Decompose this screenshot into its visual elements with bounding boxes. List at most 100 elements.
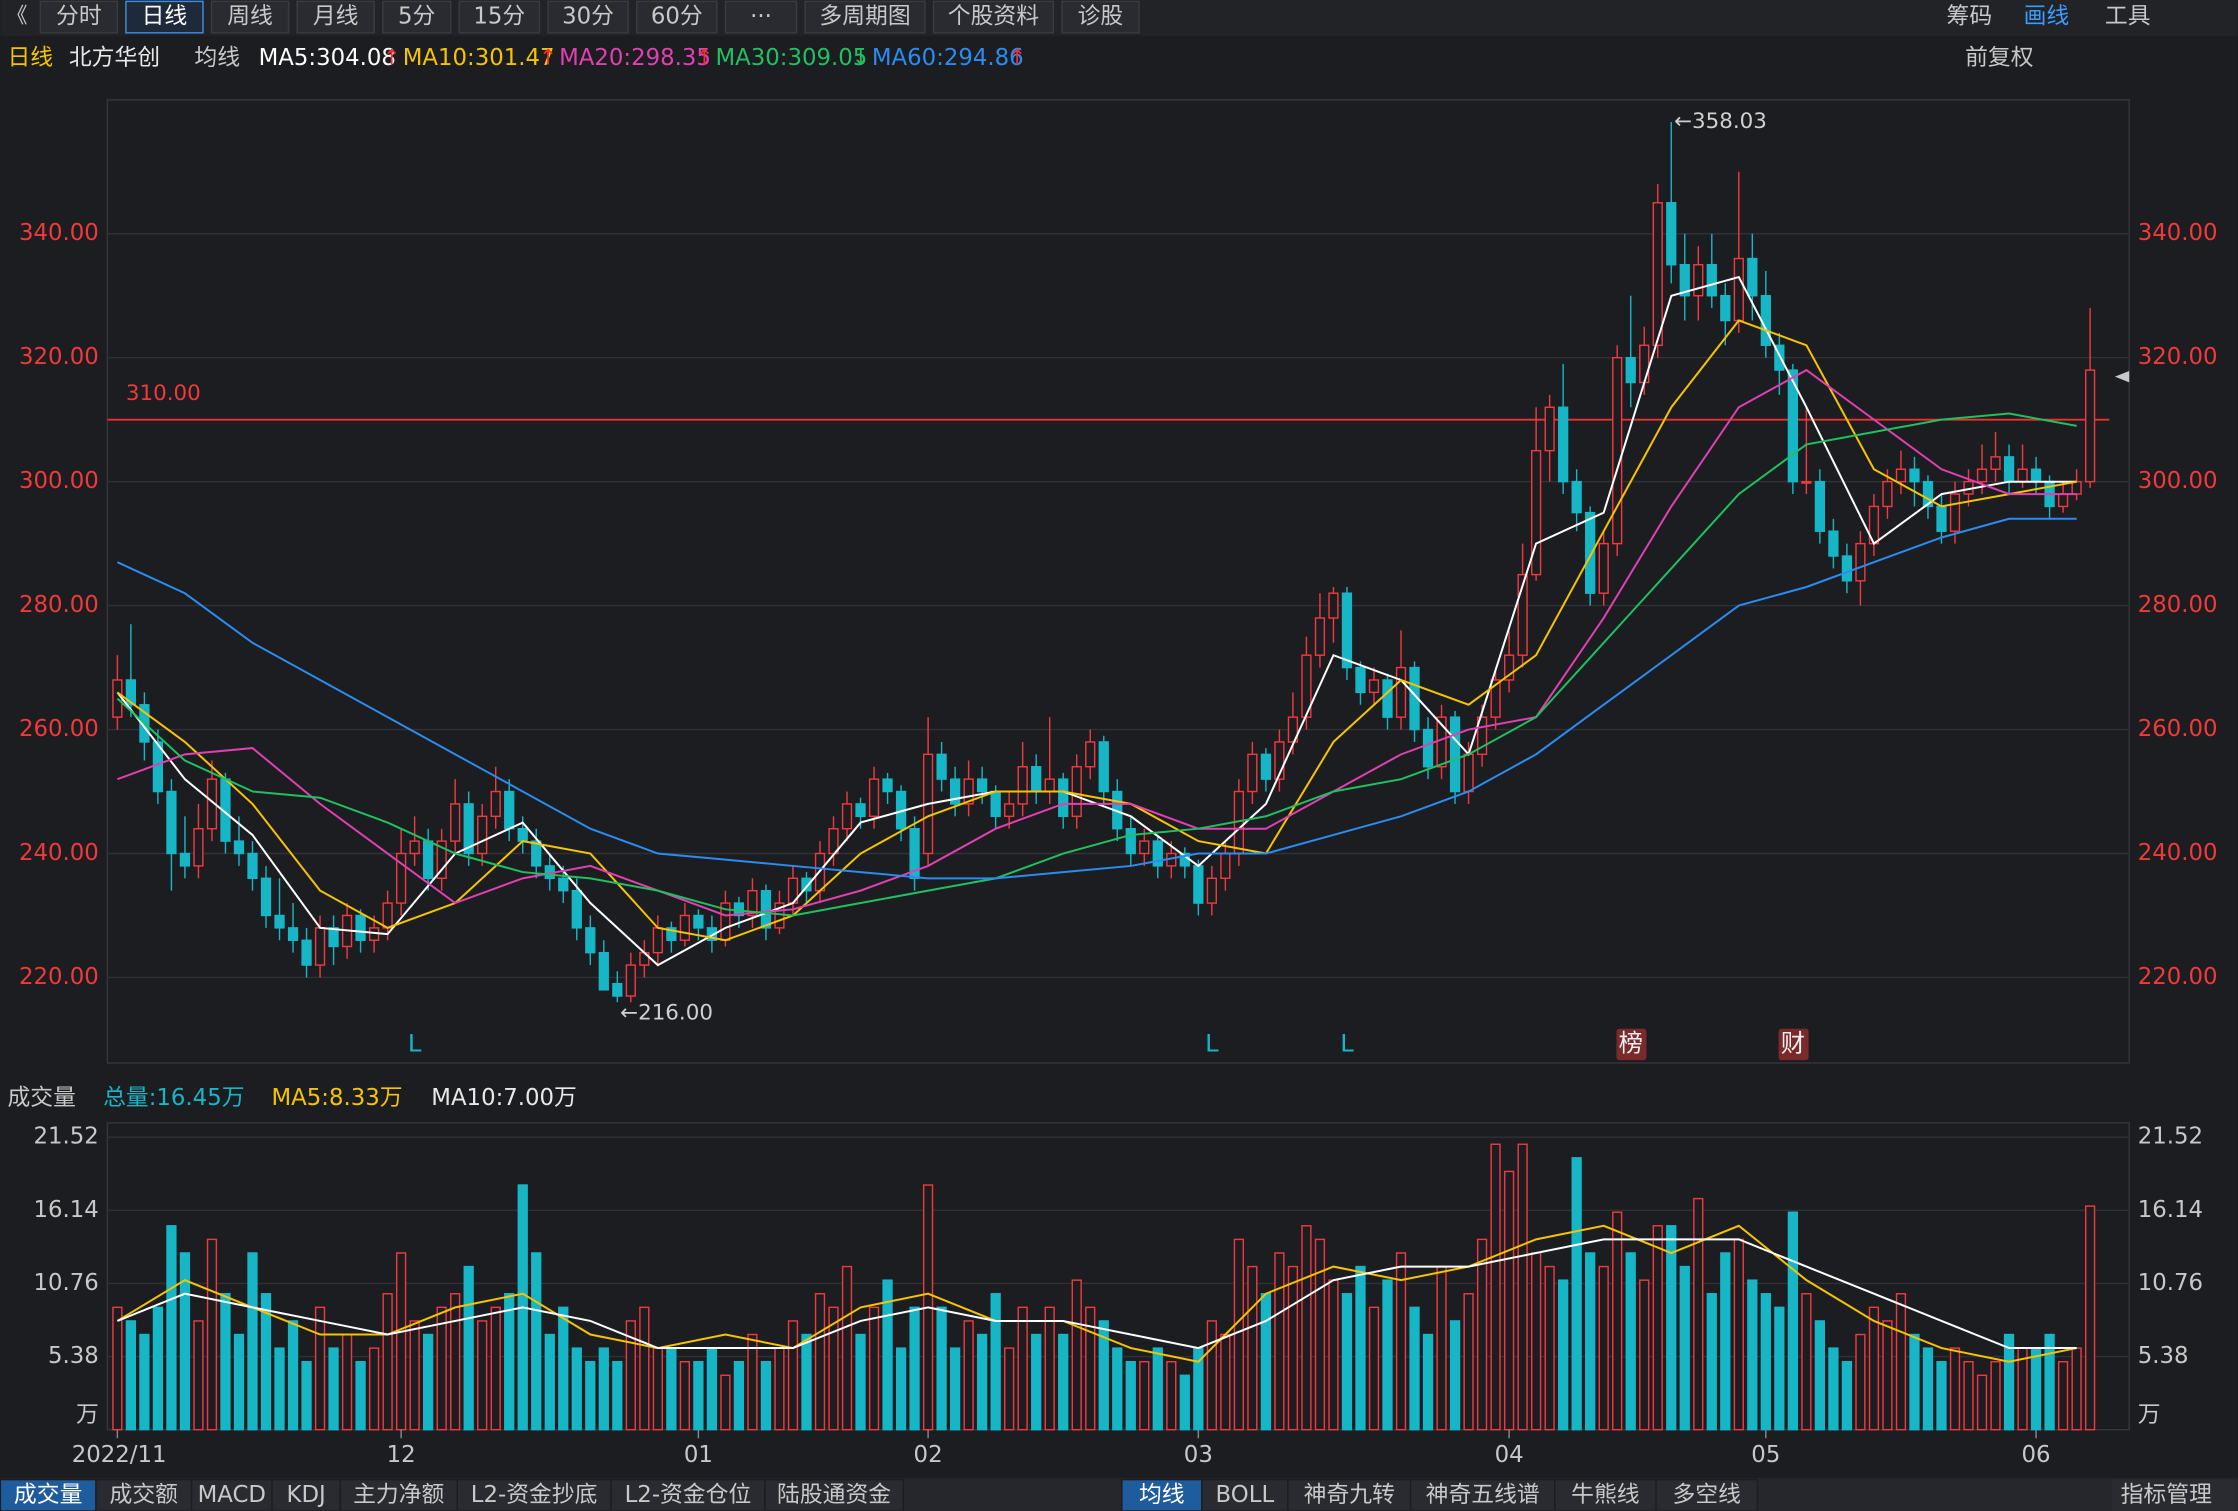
event-marker[interactable]: L xyxy=(408,1028,422,1057)
x-tick-label: 04 xyxy=(1495,1442,1524,1468)
overlay-tab-bg[interactable] xyxy=(1409,1478,1556,1511)
candle-body xyxy=(1706,264,1717,297)
tab-frame[interactable] xyxy=(804,0,926,34)
toolbar-right[interactable]: 筹码 xyxy=(1947,4,1993,30)
candle-body xyxy=(1058,778,1069,818)
overlay-tab[interactable]: 神奇五线谱 xyxy=(1426,1482,1540,1508)
ma-value: MA60:294.86 xyxy=(872,45,1024,71)
tab-frame[interactable] xyxy=(1061,0,1140,34)
overlay-tab[interactable]: 多空线 xyxy=(1672,1482,1740,1508)
candle-body xyxy=(1463,753,1474,793)
volume-bar xyxy=(382,1293,393,1431)
volume-bar xyxy=(341,1333,353,1431)
toolbar-tab[interactable]: 30分 xyxy=(562,4,614,30)
indicator-tab[interactable]: L2-资金抄底 xyxy=(471,1482,598,1508)
indicator-tab-bg[interactable] xyxy=(271,1478,341,1511)
overlay-tab[interactable]: 牛熊线 xyxy=(1571,1482,1639,1508)
extreme-label: ←358.03 xyxy=(1674,109,1767,134)
indicator-tab[interactable]: L2-资金仓位 xyxy=(625,1482,752,1508)
tab-frame[interactable] xyxy=(932,0,1055,34)
volume-bar xyxy=(1652,1225,1663,1431)
toolbar-tab[interactable]: 5分 xyxy=(398,4,435,30)
indicator-tab[interactable]: MACD xyxy=(198,1482,266,1508)
tab-frame[interactable] xyxy=(39,0,119,34)
indicator-tab-bg[interactable] xyxy=(0,1478,97,1511)
adjust-label[interactable]: 前复权 xyxy=(1965,45,2034,71)
indicator-tab[interactable]: 成交额 xyxy=(110,1482,179,1508)
volume-tick-right: 10.76 xyxy=(2138,1270,2203,1296)
manage-bg[interactable] xyxy=(2112,1479,2238,1511)
overlay-tab[interactable]: 均线 xyxy=(1139,1482,1185,1508)
event-marker[interactable]: 财 xyxy=(1781,1028,1805,1057)
indicator-tab[interactable]: 成交量 xyxy=(14,1482,82,1508)
tab-frame[interactable] xyxy=(547,0,629,34)
toolbar-tab[interactable]: ··· xyxy=(750,4,772,30)
toolbar-tab[interactable]: 60分 xyxy=(651,4,703,30)
candle-body xyxy=(463,803,474,855)
indicator-tab[interactable]: 主力净额 xyxy=(353,1482,444,1508)
x-tick-label: 05 xyxy=(1751,1442,1780,1468)
candle-body xyxy=(1922,480,1934,508)
period-label: 日线 xyxy=(8,45,54,71)
volume-ma-line xyxy=(116,1224,2077,1363)
candle-body xyxy=(882,778,893,793)
indicator-manage[interactable]: 指标管理 xyxy=(2121,1482,2212,1508)
toolbar-tab[interactable]: 月线 xyxy=(313,4,359,30)
candle-body xyxy=(490,790,501,818)
tab-frame[interactable] xyxy=(125,0,204,34)
overlay-tab[interactable]: 神奇九转 xyxy=(1304,1482,1395,1508)
candle-body xyxy=(1666,202,1677,266)
toolbar-tab[interactable]: 周线 xyxy=(227,4,273,30)
volume-bar xyxy=(544,1333,555,1431)
volume-bar xyxy=(1274,1252,1285,1431)
volume-tick-left: 21.52 xyxy=(34,1124,99,1150)
candle-body xyxy=(1422,728,1434,768)
volume-bar xyxy=(490,1306,501,1431)
toolbar-tab[interactable]: 分时 xyxy=(56,4,102,30)
toolbar-tab[interactable]: 15分 xyxy=(473,4,525,30)
ma-line xyxy=(116,319,2077,942)
overlay-tab-bg[interactable] xyxy=(1655,1478,1759,1511)
tab-frame[interactable] xyxy=(210,0,290,34)
event-marker[interactable]: L xyxy=(1340,1028,1354,1057)
toolbar-tab[interactable]: 诊股 xyxy=(1078,4,1124,30)
volume-bar xyxy=(1004,1347,1015,1431)
ma-value: MA10:301.47 xyxy=(403,45,555,71)
toolbar-tab[interactable]: 多周期图 xyxy=(819,4,910,30)
indicator-tab-bg[interactable] xyxy=(764,1478,904,1511)
volume-bar xyxy=(287,1320,299,1431)
candle-body xyxy=(1544,406,1555,452)
tab-frame[interactable] xyxy=(724,0,798,34)
candle-body xyxy=(436,840,447,880)
back-button[interactable]: 《 xyxy=(6,4,27,29)
event-marker[interactable]: 榜 xyxy=(1619,1028,1643,1057)
toolbar-tab[interactable]: 个股资料 xyxy=(948,4,1039,30)
tab-frame[interactable] xyxy=(296,0,375,34)
indicator-tab-bg[interactable] xyxy=(456,1478,612,1511)
volume-tick-right: 21.52 xyxy=(2138,1124,2203,1150)
candle-body xyxy=(1598,542,1609,594)
volume-bar xyxy=(571,1347,582,1431)
toolbar-tab[interactable]: 日线 xyxy=(142,4,188,30)
candle-body xyxy=(2003,456,2015,483)
candle-body xyxy=(477,815,488,855)
indicator-tab[interactable]: KDJ xyxy=(287,1482,326,1508)
tab-frame[interactable] xyxy=(382,0,452,34)
overlay-tab[interactable]: BOLL xyxy=(1216,1482,1275,1508)
y-tick-label-right: 280.00 xyxy=(2138,592,2218,618)
candle-body xyxy=(1733,257,1744,322)
stock-name: 北方华创 xyxy=(69,45,160,71)
indicator-tab[interactable]: 陆股通资金 xyxy=(777,1482,891,1508)
tab-frame[interactable] xyxy=(636,0,718,34)
candle-body xyxy=(1206,877,1217,904)
candle-body xyxy=(112,679,123,718)
toolbar-right[interactable]: 画线 xyxy=(2024,4,2070,30)
volume-bar xyxy=(1693,1197,1704,1431)
tab-frame[interactable] xyxy=(458,0,541,34)
candle-body xyxy=(679,914,691,941)
indicator-tab-bg[interactable] xyxy=(610,1478,766,1511)
overlay-tab-bg[interactable] xyxy=(1121,1478,1203,1511)
event-marker[interactable]: L xyxy=(1205,1028,1219,1057)
toolbar-right[interactable]: 工具 xyxy=(2105,4,2151,30)
